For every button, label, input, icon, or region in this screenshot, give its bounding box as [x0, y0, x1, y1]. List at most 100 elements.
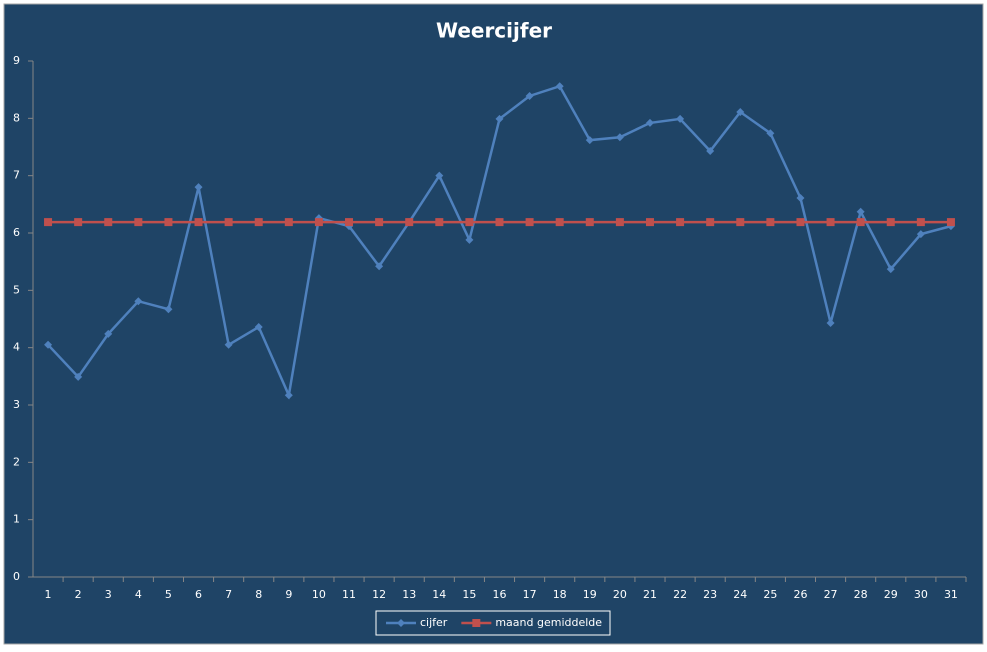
marker [736, 218, 745, 227]
marker [555, 82, 564, 91]
x-tick-label: 1 [45, 588, 52, 601]
marker [472, 619, 481, 627]
x-tick-label: 3 [105, 588, 112, 601]
chart-background [3, 3, 984, 645]
marker [465, 235, 474, 244]
marker [615, 218, 624, 227]
x-tick-label: 11 [342, 588, 356, 601]
marker [676, 114, 685, 123]
marker [706, 218, 715, 227]
y-tick-label: 4 [13, 341, 20, 354]
y-tick-label: 0 [13, 570, 20, 583]
marker [254, 323, 263, 332]
marker [224, 340, 233, 349]
marker [435, 171, 444, 180]
marker [405, 218, 414, 227]
y-tick-label: 6 [13, 226, 20, 239]
marker [375, 262, 384, 271]
x-tick-label: 10 [312, 588, 326, 601]
marker [375, 218, 384, 227]
x-tick-label: 22 [673, 588, 687, 601]
marker [826, 319, 835, 328]
legend-label: cijfer [420, 616, 448, 629]
x-tick-label: 24 [733, 588, 747, 601]
marker [435, 218, 444, 227]
marker [796, 194, 805, 203]
marker [224, 218, 233, 227]
x-tick-label: 30 [914, 588, 928, 601]
x-tick-label: 15 [462, 588, 476, 601]
x-tick-label: 28 [854, 588, 868, 601]
marker [916, 230, 925, 239]
marker [314, 218, 323, 227]
y-tick-label: 7 [13, 169, 20, 182]
chart-title: Weercijfer [436, 19, 552, 43]
marker [676, 218, 685, 227]
marker [74, 372, 83, 381]
x-tick-label: 2 [75, 588, 82, 601]
marker [254, 218, 263, 227]
marker [706, 147, 715, 156]
x-tick-label: 27 [824, 588, 838, 601]
y-tick-label: 3 [13, 398, 20, 411]
x-tick-label: 25 [763, 588, 777, 601]
x-tick-label: 9 [285, 588, 292, 601]
marker [856, 218, 865, 227]
y-tick-label: 8 [13, 111, 20, 124]
x-tick-label: 16 [493, 588, 507, 601]
marker [194, 183, 203, 192]
marker [44, 218, 53, 227]
marker [886, 265, 895, 274]
x-tick-label: 7 [225, 588, 232, 601]
y-tick-label: 2 [13, 455, 20, 468]
x-tick-label: 19 [583, 588, 597, 601]
marker [284, 391, 293, 400]
marker [525, 218, 534, 227]
marker [645, 218, 654, 227]
marker [74, 218, 83, 227]
marker [284, 218, 293, 227]
marker [345, 218, 354, 227]
marker [164, 218, 173, 227]
marker [555, 218, 564, 227]
marker [645, 118, 654, 127]
x-tick-label: 31 [944, 588, 958, 601]
marker [615, 133, 624, 142]
marker [164, 305, 173, 314]
marker [916, 218, 925, 227]
x-tick-label: 23 [703, 588, 717, 601]
marker [194, 218, 203, 227]
marker [585, 218, 594, 227]
x-tick-label: 17 [523, 588, 537, 601]
x-tick-label: 29 [884, 588, 898, 601]
marker [766, 218, 775, 227]
marker [465, 218, 474, 227]
marker [44, 340, 53, 349]
x-tick-label: 8 [255, 588, 262, 601]
x-tick-label: 6 [195, 588, 202, 601]
marker [495, 218, 504, 227]
marker [134, 218, 143, 227]
legend-box [375, 610, 611, 636]
marker [736, 108, 745, 117]
marker [826, 218, 835, 227]
x-tick-label: 4 [135, 588, 142, 601]
marker [104, 329, 113, 338]
x-tick-label: 26 [793, 588, 807, 601]
y-tick-label: 9 [13, 54, 20, 67]
marker [796, 218, 805, 227]
marker [766, 129, 775, 138]
marker [856, 207, 865, 216]
x-tick-label: 20 [613, 588, 627, 601]
marker [525, 91, 534, 100]
y-tick-label: 1 [13, 513, 20, 526]
marker [104, 218, 113, 227]
x-tick-label: 18 [553, 588, 567, 601]
marker [886, 218, 895, 227]
x-tick-label: 14 [432, 588, 446, 601]
x-tick-label: 12 [372, 588, 386, 601]
marker [134, 297, 143, 306]
marker [397, 619, 405, 627]
x-tick-label: 21 [643, 588, 657, 601]
